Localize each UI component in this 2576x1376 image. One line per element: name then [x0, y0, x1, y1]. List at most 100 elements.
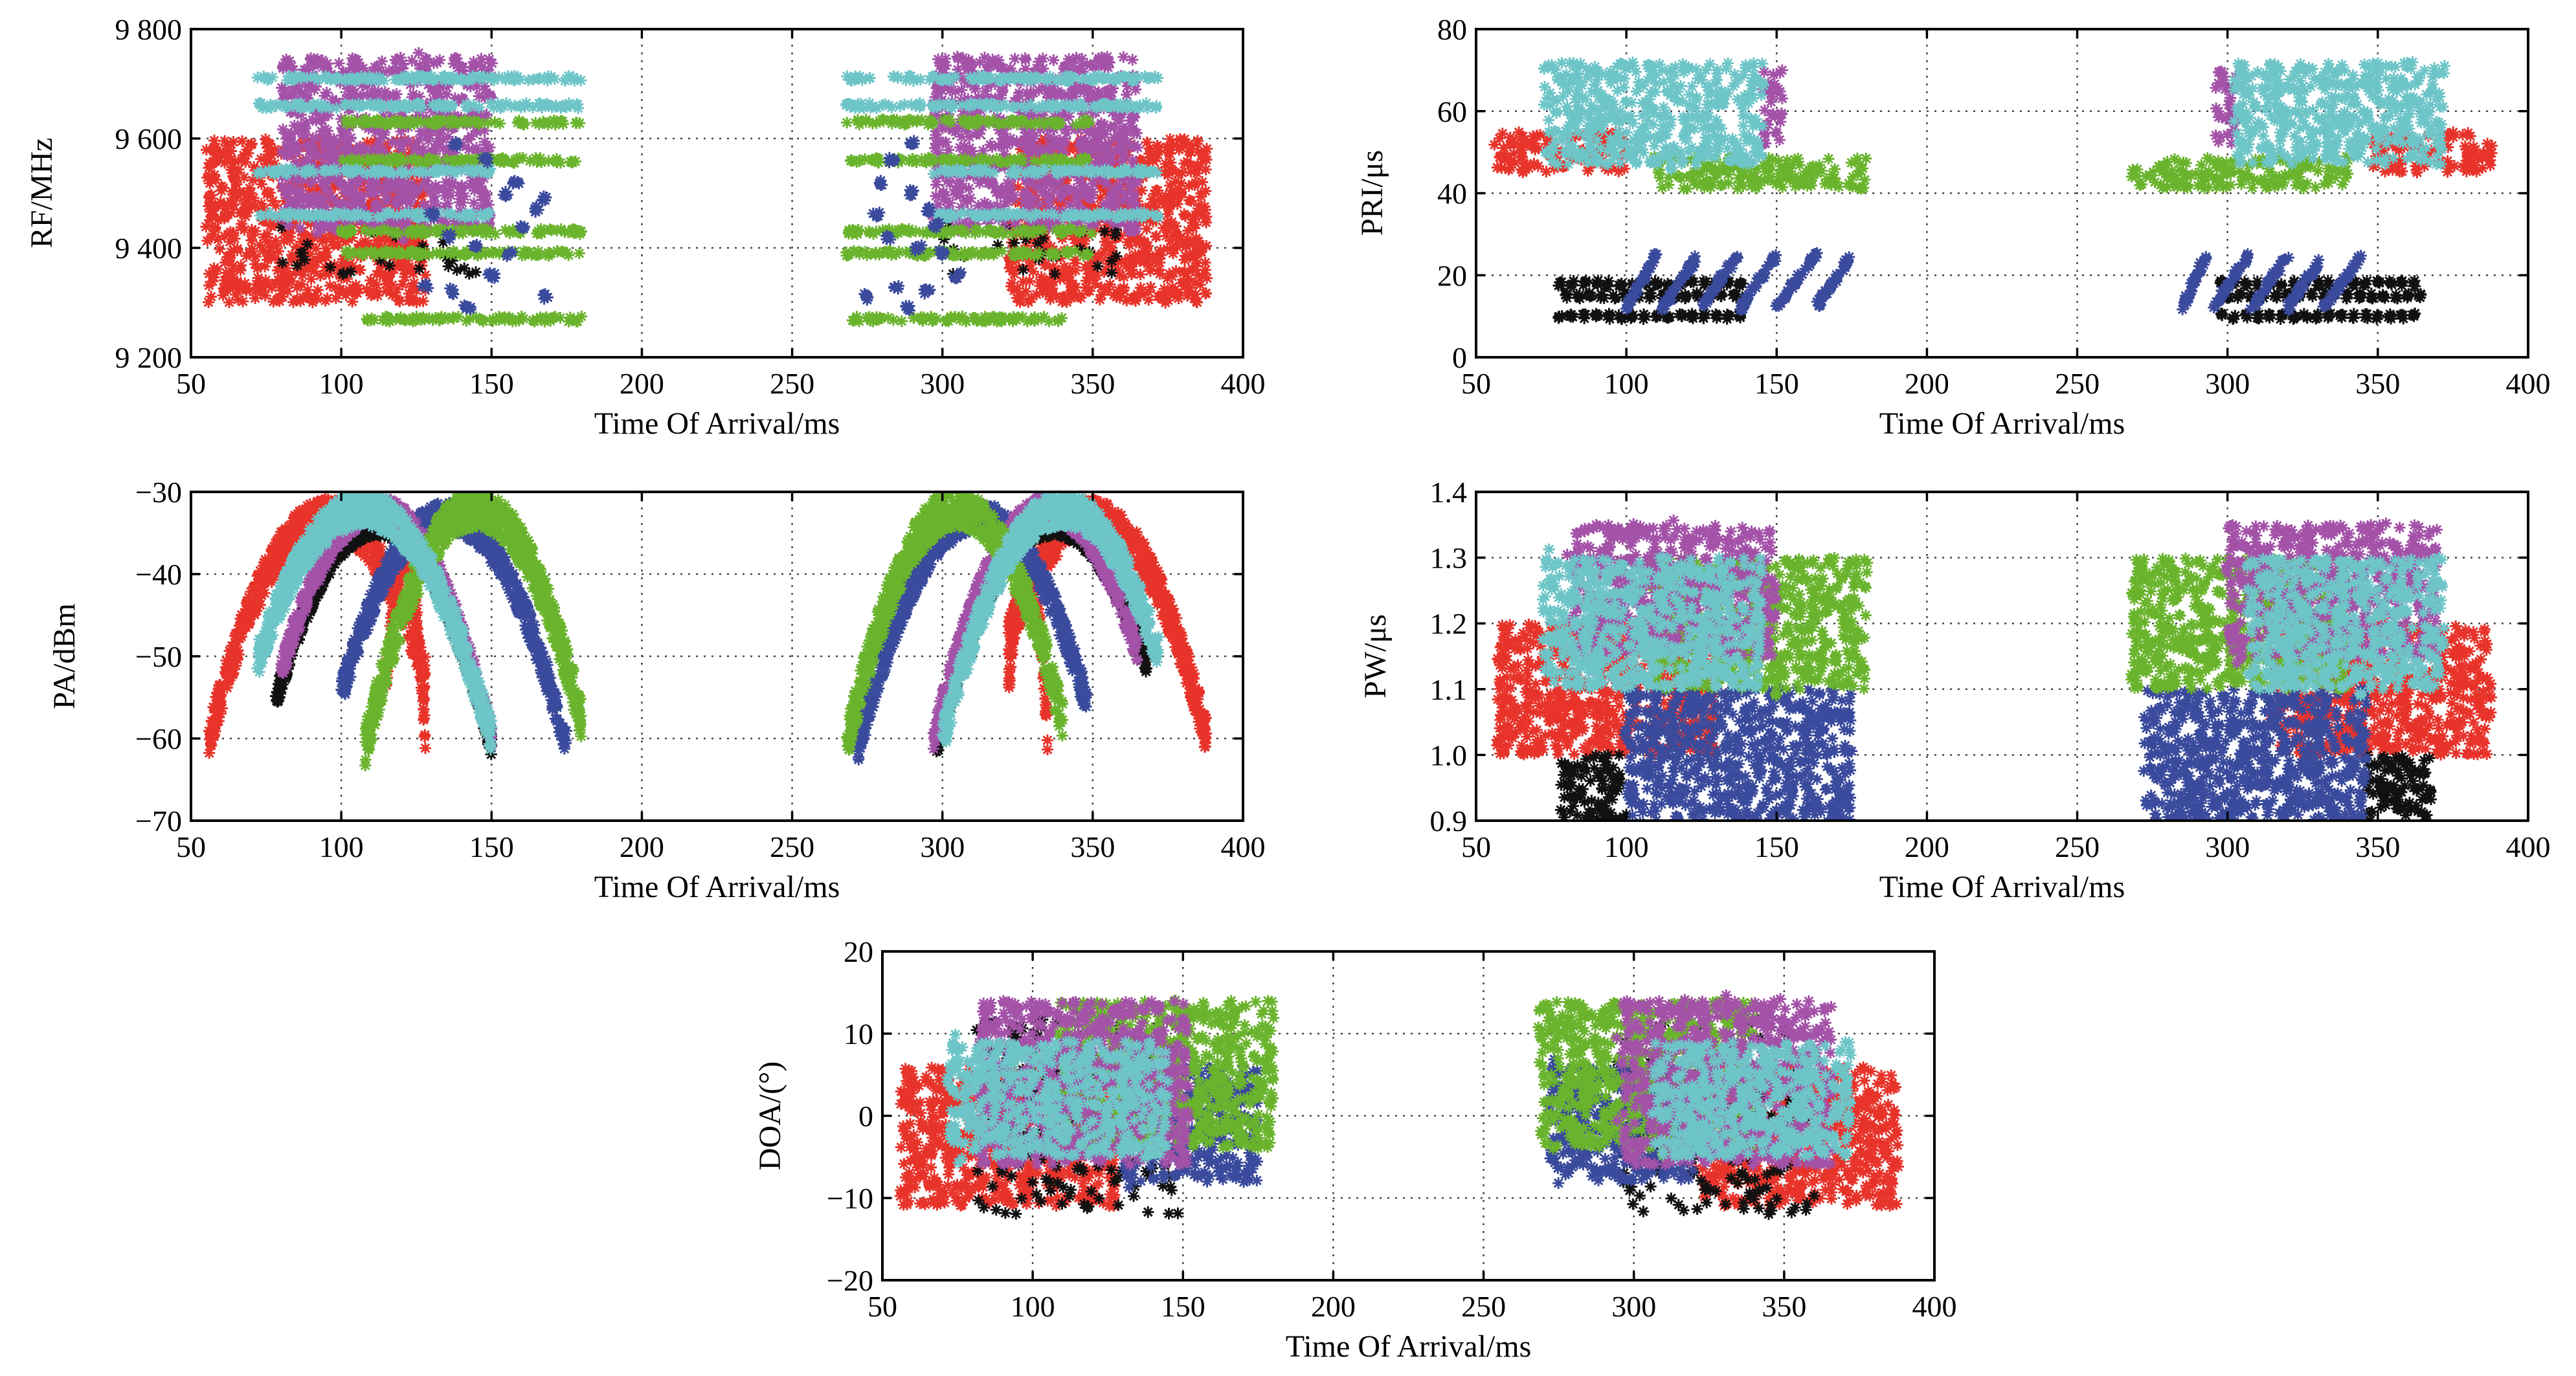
y-tick-label: 80 — [1437, 13, 1467, 46]
y-axis-label: PA/dBm — [47, 603, 82, 709]
y-tick-label: 9 400 — [115, 232, 183, 265]
x-tick-label: 150 — [1161, 1290, 1205, 1323]
y-tick-label: 9 600 — [115, 122, 183, 155]
scatter-points — [203, 492, 1213, 771]
scatter-points — [200, 47, 1213, 327]
x-tick-label: 200 — [1311, 1290, 1356, 1323]
y-tick-label: 1.1 — [1430, 673, 1468, 706]
series-cyan-points — [251, 70, 1164, 224]
x-tick-label: 250 — [1461, 1290, 1506, 1323]
y-tick-label: 20 — [1437, 259, 1467, 292]
x-tick-label: 200 — [620, 367, 664, 400]
y-tick-label: 1.0 — [1430, 738, 1468, 771]
x-tick-label: 350 — [2355, 830, 2400, 863]
y-tick-label: −50 — [135, 640, 182, 673]
x-tick-label: 50 — [1461, 830, 1491, 863]
series-cyan-points — [1538, 56, 2450, 175]
y-tick-label: −40 — [135, 558, 182, 591]
x-tick-label: 300 — [920, 830, 965, 863]
x-tick-label: 50 — [176, 367, 206, 400]
x-tick-label: 200 — [1905, 830, 1949, 863]
x-tick-label: 50 — [176, 830, 206, 863]
x-tick-label: 250 — [770, 367, 814, 400]
plot-frame — [1475, 491, 2529, 822]
x-tick-label: 300 — [2205, 830, 2250, 863]
x-tick-label: 400 — [1221, 367, 1266, 400]
series-blue-points — [1618, 675, 2372, 821]
x-tick-label: 350 — [1762, 1290, 1806, 1323]
plot-frame — [190, 28, 1244, 359]
x-tick-label: 150 — [1754, 830, 1799, 863]
x-tick-label: 400 — [2506, 367, 2551, 400]
x-axis-label: Time Of Arrival/ms — [1879, 870, 2125, 904]
series-cyan-points — [941, 1028, 1857, 1169]
x-axis-label: Time Of Arrival/ms — [594, 870, 840, 904]
panel-pa: 50 100 150 200 250 300 350 400 −70 −60 −50 −40 −30 Ti… — [47, 476, 1266, 904]
x-tick-label: 250 — [2055, 830, 2100, 863]
series-cyan-points — [1536, 543, 2450, 702]
panel-pw: 50 100 150 200 250 300 350 400 0.9 1.0 1.1 1.2 1.3 1.… — [1358, 476, 2551, 904]
x-tick-label: 150 — [469, 367, 514, 400]
x-tick-label: 50 — [1461, 367, 1491, 400]
x-tick-label: 50 — [868, 1290, 897, 1323]
x-tick-label: 100 — [1011, 1290, 1055, 1323]
x-tick-label: 350 — [1070, 367, 1115, 400]
y-tick-label: −70 — [135, 805, 182, 838]
x-tick-label: 400 — [1221, 830, 1266, 863]
y-axis-label: DOA/(°) — [753, 1061, 787, 1171]
x-tick-label: 150 — [469, 830, 514, 863]
scatter-points — [1491, 515, 2497, 821]
x-tick-label: 100 — [1604, 830, 1649, 863]
x-tick-label: 200 — [1905, 367, 1949, 400]
y-axis-label: PRI/μs — [1355, 150, 1389, 236]
x-tick-label: 250 — [770, 830, 814, 863]
series-cyan-points — [251, 492, 1165, 756]
y-tick-label: 1.3 — [1430, 542, 1468, 575]
x-tick-label: 350 — [2355, 367, 2400, 400]
y-tick-label: −10 — [827, 1182, 873, 1215]
y-tick-label: 0 — [858, 1100, 873, 1133]
series-blue-points — [1620, 247, 2367, 316]
x-tick-label: 400 — [1912, 1290, 1957, 1323]
x-axis-label: Time Of Arrival/ms — [1286, 1329, 1532, 1364]
x-tick-label: 250 — [2055, 367, 2100, 400]
x-tick-label: 100 — [1604, 367, 1649, 400]
y-tick-label: 10 — [844, 1017, 873, 1050]
y-axis-label: PW/μs — [1358, 614, 1393, 698]
y-tick-label: 40 — [1437, 177, 1467, 210]
x-axis-label: Time Of Arrival/ms — [1879, 406, 2125, 441]
x-tick-label: 400 — [2506, 830, 2551, 863]
y-tick-label: 1.4 — [1430, 476, 1468, 509]
y-axis-label: RF/MHz — [25, 138, 59, 249]
x-tick-label: 150 — [1754, 367, 1799, 400]
x-tick-label: 100 — [319, 830, 364, 863]
y-tick-label: 60 — [1437, 95, 1467, 128]
scatter-points — [894, 989, 1904, 1220]
y-tick-label: −60 — [135, 722, 182, 755]
y-tick-label: 9 800 — [115, 13, 183, 46]
panel-pri: 50 100 150 200 250 300 350 400 0 20 40 60 80 Time Of … — [1355, 13, 2551, 441]
y-tick-label: 1.2 — [1430, 607, 1468, 640]
y-tick-label: 20 — [844, 935, 873, 968]
series-green-points — [335, 113, 1098, 327]
y-tick-label: 9 200 — [115, 341, 183, 374]
x-tick-label: 300 — [2205, 367, 2250, 400]
x-tick-label: 350 — [1070, 830, 1115, 863]
x-tick-label: 200 — [620, 830, 664, 863]
x-tick-label: 100 — [319, 367, 364, 400]
y-tick-label: 0 — [1452, 341, 1467, 374]
series-purple-points — [1756, 64, 2243, 150]
series-green-points — [359, 492, 1069, 771]
x-axis-label: Time Of Arrival/ms — [594, 406, 840, 441]
x-tick-label: 300 — [1611, 1290, 1656, 1323]
y-tick-label: −20 — [827, 1264, 873, 1297]
y-tick-label: 0.9 — [1430, 805, 1468, 838]
scatter-points — [1488, 56, 2498, 326]
panel-rf: 50 100 150 200 250 300 350 400 9 200 9 400 9 600 9 … — [25, 13, 1266, 441]
y-tick-label: −30 — [135, 476, 182, 509]
series-black-points — [1552, 274, 2427, 326]
panel-doa: 50 100 150 200 250 300 350 400 −20 −10 0 10 20 Time O… — [753, 935, 1957, 1364]
x-tick-label: 300 — [920, 367, 965, 400]
series-blue-points — [416, 135, 967, 316]
